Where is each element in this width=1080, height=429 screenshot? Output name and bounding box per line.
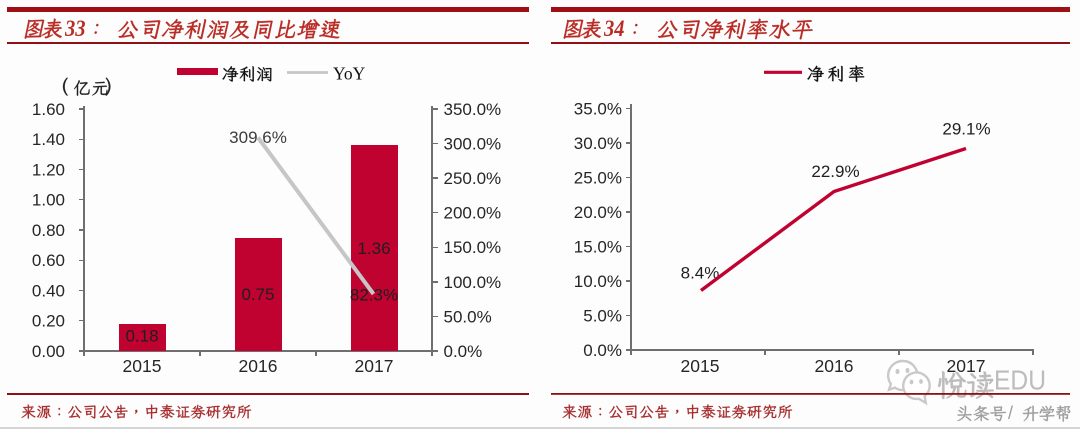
svg-text:35.0%: 35.0%: [574, 99, 622, 118]
svg-text:1.60: 1.60: [32, 100, 65, 119]
svg-text:15.0%: 15.0%: [574, 237, 622, 256]
svg-text:8.4%: 8.4%: [681, 264, 720, 283]
svg-text:2015: 2015: [681, 356, 720, 376]
svg-text:0.20: 0.20: [32, 312, 65, 331]
svg-text:0.18: 0.18: [125, 327, 158, 346]
svg-text:0.00: 0.00: [32, 342, 65, 361]
svg-text:0.75: 0.75: [241, 285, 274, 304]
svg-text:82.3%: 82.3%: [350, 286, 398, 305]
svg-text:50.0%: 50.0%: [444, 307, 492, 326]
svg-text:33: 33: [64, 16, 85, 41]
svg-text:2015: 2015: [123, 356, 162, 376]
svg-text:22.9%: 22.9%: [811, 162, 859, 181]
svg-text:2016: 2016: [239, 356, 278, 376]
svg-text:300.0%: 300.0%: [444, 134, 502, 153]
svg-text:5.0%: 5.0%: [583, 306, 622, 325]
svg-text:1.00: 1.00: [32, 191, 65, 210]
svg-text:2017: 2017: [355, 356, 394, 376]
svg-text:10.0%: 10.0%: [574, 272, 622, 291]
svg-text:0.0%: 0.0%: [583, 341, 622, 360]
svg-text:250.0%: 250.0%: [444, 169, 502, 188]
svg-text:20.0%: 20.0%: [574, 203, 622, 222]
svg-text:/: /: [1008, 403, 1013, 423]
svg-text:1.36: 1.36: [357, 239, 390, 258]
svg-text:29.1%: 29.1%: [942, 120, 990, 139]
svg-text:350.0%: 350.0%: [444, 100, 502, 119]
svg-text:YoY: YoY: [333, 64, 366, 84]
svg-text:EDU: EDU: [994, 365, 1046, 396]
svg-text:0.80: 0.80: [32, 221, 65, 240]
svg-text:34: 34: [603, 16, 624, 41]
svg-text:100.0%: 100.0%: [444, 273, 502, 292]
svg-text:1.20: 1.20: [32, 160, 65, 179]
svg-text:30.0%: 30.0%: [574, 134, 622, 153]
svg-text:2017: 2017: [947, 356, 986, 376]
svg-text:1.40: 1.40: [32, 130, 65, 149]
svg-text:200.0%: 200.0%: [444, 204, 502, 223]
svg-text:0.60: 0.60: [32, 251, 65, 270]
svg-text:25.0%: 25.0%: [574, 168, 622, 187]
svg-text:0.0%: 0.0%: [444, 342, 483, 361]
svg-text:150.0%: 150.0%: [444, 238, 502, 257]
svg-text:0.40: 0.40: [32, 281, 65, 300]
svg-text:2016: 2016: [815, 356, 854, 376]
